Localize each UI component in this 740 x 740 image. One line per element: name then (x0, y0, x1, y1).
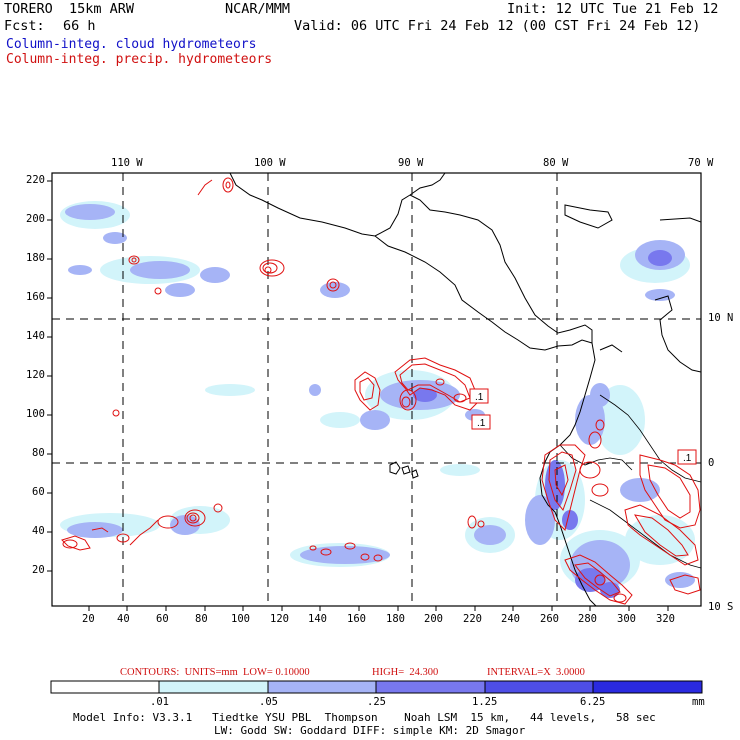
y-tick: 180 (26, 252, 45, 264)
contour-label: .1 (475, 392, 484, 403)
y-tick: 140 (26, 330, 45, 342)
x-tick: 260 (540, 613, 559, 625)
y-tick: 60 (32, 486, 45, 498)
lon-label-80w: 80 W (543, 157, 569, 169)
colorbar-bin-1 (158, 680, 269, 694)
y-tick: 160 (26, 291, 45, 303)
colorbar-unit: mm (692, 696, 705, 708)
contour-interval: INTERVAL=X 3.0000 (487, 667, 585, 678)
forecast-hour: 66 h (63, 18, 96, 34)
valid-time: Valid: 06 UTC Fri 24 Feb 12 (00 CST Fri … (294, 18, 701, 34)
colorbar (50, 680, 703, 694)
center-name: NCAR/MMM (225, 1, 291, 17)
precip-contours (61, 177, 701, 605)
cloud-shading (60, 201, 695, 598)
y-tick: 120 (26, 369, 45, 381)
y-tick: 100 (26, 408, 45, 420)
colorbar-label: 6.25 (580, 696, 606, 708)
y-tick: 80 (32, 447, 45, 459)
precip-field-title: Column-integ. precip. hydrometeors (6, 52, 273, 67)
x-tick: 280 (578, 613, 597, 625)
lon-label-100w: 100 W (254, 157, 286, 169)
y-tick: 220 (26, 174, 45, 186)
lat-lon-grid (52, 173, 701, 606)
lon-label-90w: 90 W (398, 157, 424, 169)
model-info-line1: Model Info: V3.3.1 Tiedtke YSU PBL Thomp… (73, 711, 656, 724)
map-frame (51, 172, 702, 607)
colorbar-bin-4 (484, 680, 594, 694)
y-tick: 200 (26, 213, 45, 225)
colorbar-label: .25 (367, 696, 386, 708)
colorbar-label: .01 (150, 696, 169, 708)
x-tick: 320 (656, 613, 675, 625)
lat-label-10s: 10 S (708, 601, 734, 613)
contour-label-boxes (469, 388, 697, 465)
x-tick: 40 (117, 613, 130, 625)
lat-label-eq: 0 (708, 457, 715, 469)
model-info-line2: LW: Godd SW: Goddard DIFF: simple KM: 2D… (214, 724, 526, 737)
colorbar-bin-2 (267, 680, 377, 694)
model-title: TORERO 15km ARW (4, 1, 135, 17)
x-tick: 60 (156, 613, 169, 625)
lat-label-10n: 10 N (708, 312, 734, 324)
contour-label: .1 (683, 453, 692, 464)
contour-label: .1 (477, 418, 486, 429)
coastlines (229, 173, 701, 606)
x-tick: 140 (308, 613, 327, 625)
x-tick: 80 (195, 613, 208, 625)
x-tick: 160 (347, 613, 366, 625)
colorbar-label: .05 (259, 696, 278, 708)
x-tick: 300 (617, 613, 636, 625)
x-tick: 200 (424, 613, 443, 625)
x-tick: 20 (82, 613, 95, 625)
x-tick: 180 (386, 613, 405, 625)
forecast-label: Fcst: (4, 18, 45, 34)
x-tick: 120 (270, 613, 289, 625)
contour-info: CONTOURS: UNITS=mm LOW= 0.10000 (120, 667, 310, 678)
colorbar-bin-5 (592, 680, 703, 694)
y-tick: 20 (32, 564, 45, 576)
colorbar-bin-0 (50, 680, 160, 694)
colorbar-bin-3 (375, 680, 486, 694)
y-tick: 40 (32, 525, 45, 537)
cloud-field-title: Column-integ. cloud hydrometeors (6, 37, 257, 52)
x-tick: 240 (501, 613, 520, 625)
axis-ticks (47, 180, 669, 611)
lon-label-110w: 110 W (111, 157, 143, 169)
init-time: Init: 12 UTC Tue 21 Feb 12 (507, 1, 719, 17)
x-tick: 220 (463, 613, 482, 625)
lon-label-70w: 70 W (688, 157, 714, 169)
colorbar-label: 1.25 (472, 696, 498, 708)
contour-high: HIGH= 24.300 (372, 667, 439, 678)
x-tick: 100 (231, 613, 250, 625)
